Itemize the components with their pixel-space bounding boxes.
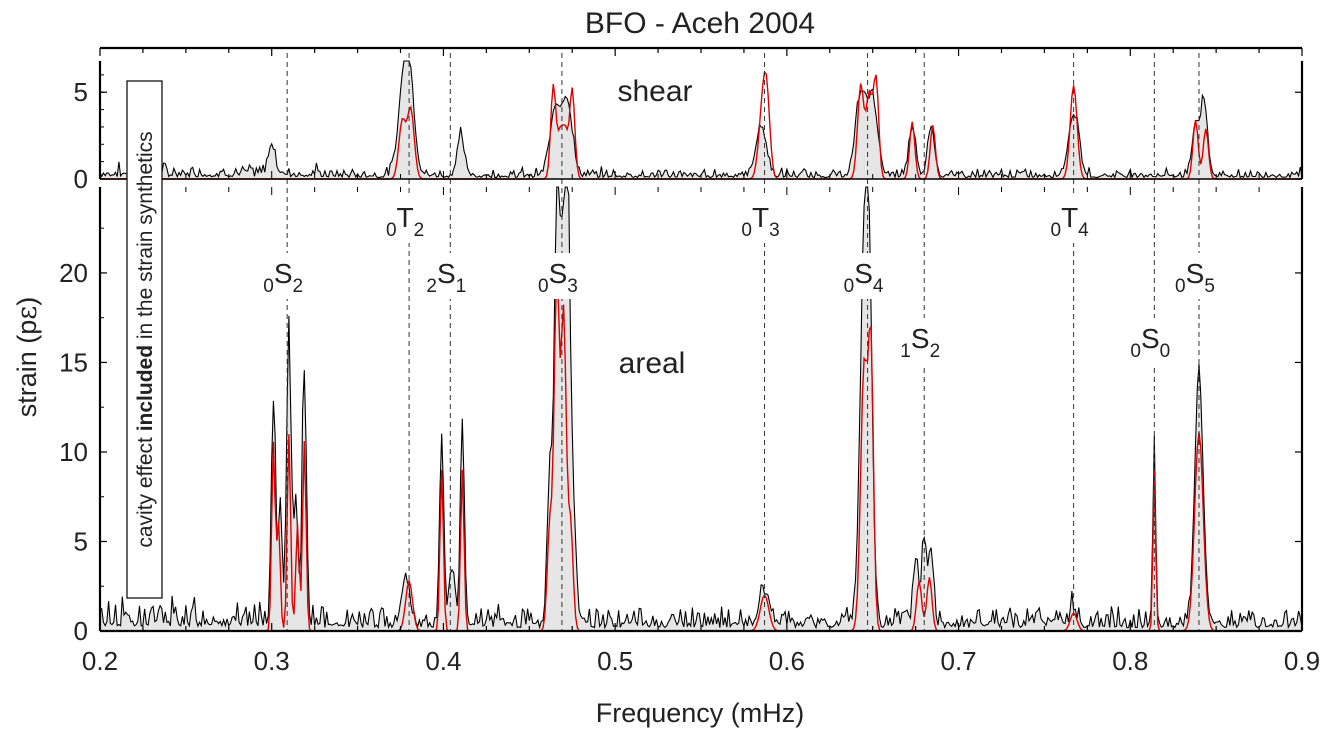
mode-label: 0S4 [844,258,884,297]
mode-label-bg [1172,253,1229,299]
mode-lines [286,53,1200,631]
y-axis-label-close: ) [12,297,42,306]
mode-label-suffix: 2 [414,220,425,241]
areal-ytick-label: 0 [74,616,88,646]
x-axis-ticks: 0.2 0.3 0.4 0.5 0.6 0.7 0.8 0.9 [82,48,1320,676]
shear-observed-line [99,60,1303,180]
y-axis-label-symbol: ε [12,306,43,320]
x-tick-label: 0.3 [254,646,290,676]
shear-ytick-label: 5 [74,77,88,107]
mode-label-bg [841,253,898,299]
x-tick-label: 0.9 [1284,646,1320,676]
x-tick-label: 0.4 [425,646,461,676]
mode-label-main: S [911,323,930,354]
mode-label: 0T2 [386,202,424,241]
mode-label-suffix: 0 [1160,341,1171,362]
mode-label-bg [424,253,481,299]
shear-panel: shear [99,60,1303,180]
mode-label-bg [898,318,955,364]
mode-label-main: S [1186,258,1205,289]
y-axis-label: strain (pε) [12,297,43,418]
mode-label-prefix: 0 [1175,276,1186,297]
shear-panel-label: shear [617,75,692,108]
annotation-text-part3: in the strain synthetics [134,131,157,345]
mode-label: 0S2 [263,258,303,297]
mode-label-prefix: 0 [386,220,397,241]
mode-label-suffix: 2 [930,341,941,362]
shear-observed-fill [100,61,1302,179]
annotation-text-part1: cavity effect [134,431,157,547]
mode-label: 0T4 [1050,202,1089,241]
mode-label-main: S [549,258,568,289]
annotation-text: cavity effect included in the strain syn… [134,131,157,547]
mode-label-bg [383,197,440,243]
mode-label-main: S [1141,323,1160,354]
mode-label-main: S [854,258,873,289]
mode-label-main: S [437,258,456,289]
areal-synthetic-line [100,268,1302,632]
x-tick-label: 0.7 [940,646,976,676]
annotation-box-frame [126,80,163,599]
mode-label-suffix: 3 [567,276,578,297]
mode-label-prefix: 2 [426,276,437,297]
mode-label-suffix: 1 [456,276,467,297]
mode-label: 0S3 [538,258,578,297]
mode-label-suffix: 4 [873,276,884,297]
mode-label-main: T [1061,202,1078,233]
annotation-text-bold: included [134,345,157,431]
areal-ytick-label: 20 [59,258,88,288]
mode-label-prefix: 1 [900,341,911,362]
mode-label-bg [1047,197,1104,243]
mode-label-suffix: 3 [769,220,780,241]
x-tick-label: 0.8 [1112,646,1148,676]
mode-label-prefix: 0 [741,220,752,241]
mode-label-suffix: 2 [293,276,304,297]
mode-label-prefix: 0 [538,276,549,297]
shear-synthetic-line [100,70,1302,180]
areal-ytick-label: 10 [59,437,88,467]
chart-title: BFO - Aceh 2004 [585,7,815,40]
areal-observed-line [99,186,1303,630]
mode-label: 1S2 [900,323,940,362]
areal-panel-label: areal [619,347,686,380]
mode-label: 0S5 [1175,258,1215,297]
mode-label-prefix: 0 [263,276,274,297]
annotation-box: cavity effect included in the strain syn… [126,80,163,599]
x-tick-label: 0.2 [82,646,118,676]
mode-label: 2S1 [426,258,466,297]
mode-label-bg [261,253,318,299]
mode-label-bg [738,197,795,243]
mode-label-main: T [397,202,414,233]
x-axis-label: Frequency (mHz) [596,698,805,728]
mode-label-bg [535,253,592,299]
mode-label-bg [1128,318,1185,364]
mode-label-prefix: 0 [1130,341,1141,362]
x-tick-label: 0.6 [769,646,805,676]
mode-label-main: T [752,202,769,233]
mode-label-suffix: 4 [1078,220,1089,241]
y-axis-label-text: strain (p [12,320,42,418]
mode-label-prefix: 0 [844,276,855,297]
mode-label-main: S [274,258,293,289]
mode-label-prefix: 0 [1050,220,1061,241]
x-tick-label: 0.5 [597,646,633,676]
mode-label: 0T3 [741,202,779,241]
mode-label: 0S0 [1130,323,1170,362]
areal-ytick-label: 5 [74,526,88,556]
areal-ytick-label: 15 [59,347,88,377]
shear-ytick-label: 0 [74,164,88,194]
mode-label-suffix: 5 [1204,276,1215,297]
